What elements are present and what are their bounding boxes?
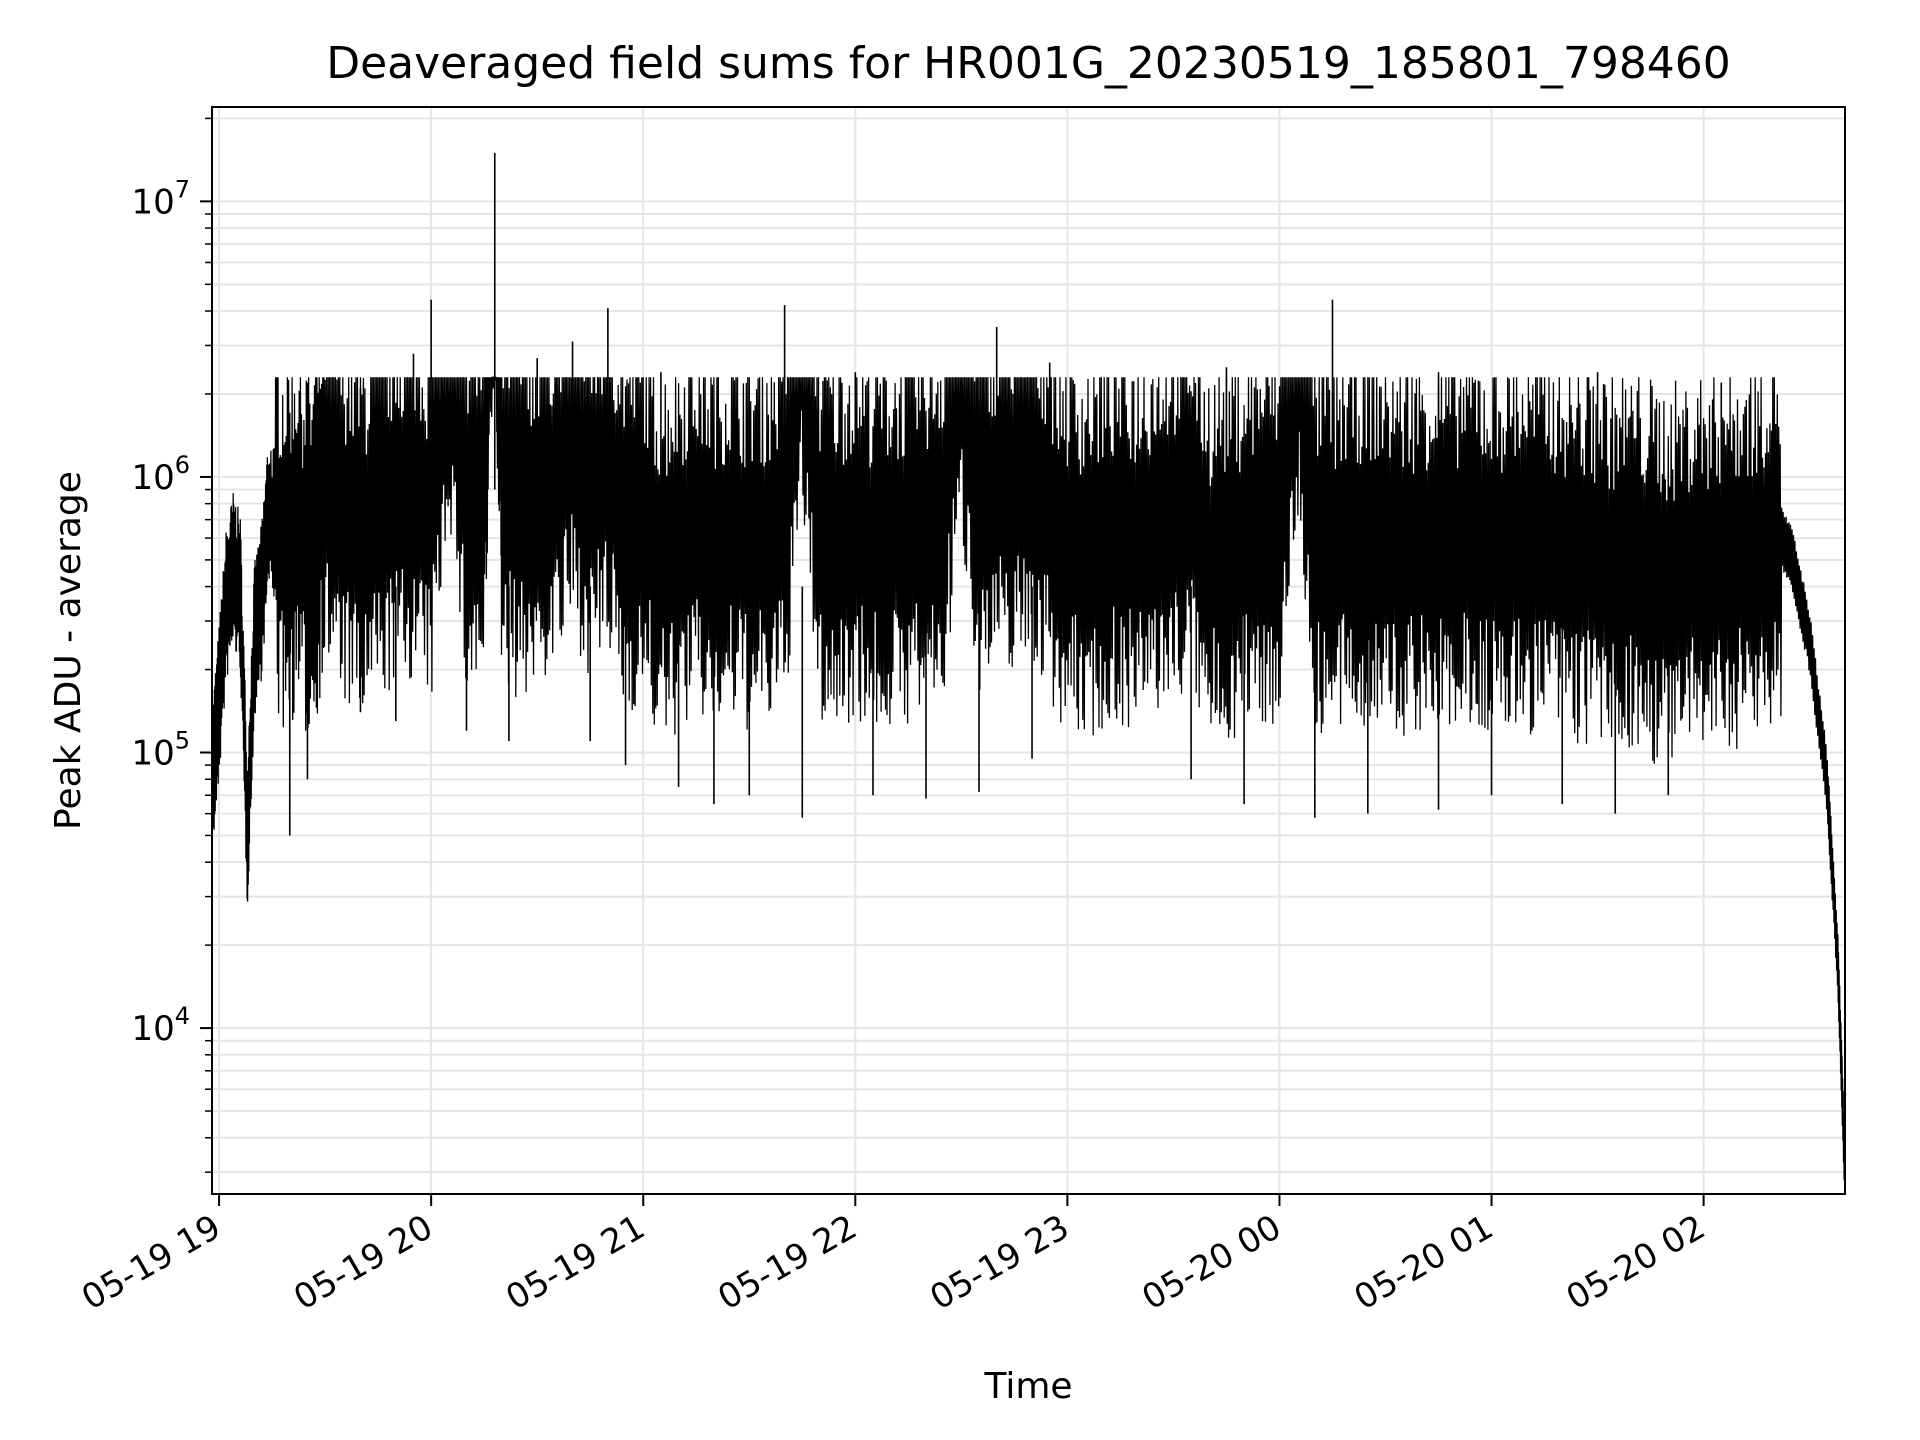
x-axis-label: Time — [983, 1366, 1072, 1407]
series-line — [211, 376, 1846, 1189]
y-tick-label: 107 — [131, 175, 190, 222]
series-line-group — [211, 152, 1846, 1189]
y-tick-label: 104 — [131, 1002, 190, 1049]
y-axis-label: Peak ADU - average — [48, 471, 89, 830]
y-tick-label: 106 — [131, 451, 190, 498]
plot-frame — [211, 106, 1846, 1195]
chart-title: Deaveraged field sums for HR001G_2023051… — [326, 38, 1731, 89]
y-ticks: 104 105 106 107 — [131, 117, 212, 1173]
y-tick-label: 105 — [131, 727, 190, 774]
